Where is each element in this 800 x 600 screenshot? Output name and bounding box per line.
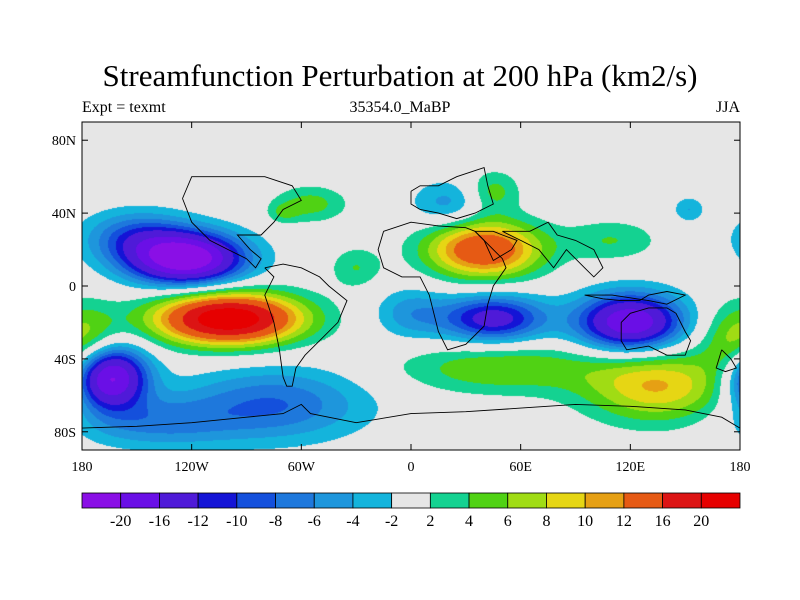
colorbar-box bbox=[584, 492, 625, 509]
x-tick-label: 60W bbox=[288, 460, 316, 475]
colorbar-box bbox=[236, 492, 276, 509]
colorbar-box bbox=[391, 492, 431, 509]
colorbar-box bbox=[81, 492, 122, 509]
coastline bbox=[377, 221, 507, 351]
y-tick-label: 40N bbox=[52, 207, 76, 222]
colorbar-box bbox=[662, 492, 702, 509]
colorbar-box bbox=[546, 492, 586, 509]
coastline bbox=[715, 349, 737, 373]
x-tick-label: 180 bbox=[730, 460, 751, 475]
colorbar-label: -20 bbox=[110, 513, 131, 530]
colorbar-box bbox=[159, 492, 199, 509]
x-tick-label: 0 bbox=[408, 460, 415, 475]
colorbar-label: 10 bbox=[577, 513, 593, 530]
x-tick-label: 120E bbox=[616, 460, 646, 475]
experiment-label: Expt = texmt bbox=[82, 99, 166, 116]
colorbar-box bbox=[429, 492, 470, 509]
colorbar-label: -12 bbox=[187, 513, 208, 530]
chart-title: Streamfunction Perturbation at 200 hPa (… bbox=[102, 58, 698, 93]
colorbar: -20 -16 -12 -10 -8 -6 -4 -2 2 4 6 8 10 12 16 20 bbox=[81, 492, 741, 530]
colorbar-box bbox=[507, 492, 547, 509]
colorbar-label: -8 bbox=[269, 513, 282, 530]
colorbar-label: 6 bbox=[504, 513, 512, 530]
colorbar-label: -6 bbox=[308, 513, 321, 530]
colorbar-box bbox=[623, 492, 663, 509]
y-tick-label: 40S bbox=[54, 353, 76, 368]
axis-layer: 180 120W 60W 0 60E 120E 180 80N 40N 0 40S 80S bbox=[52, 122, 751, 475]
colorbar-label: 12 bbox=[616, 513, 632, 530]
coastline bbox=[584, 291, 687, 305]
coastline-layer bbox=[82, 167, 740, 429]
y-tick-label: 80N bbox=[52, 134, 76, 149]
colorbar-box bbox=[313, 492, 354, 509]
colorbar-label: -4 bbox=[346, 513, 359, 530]
coastline bbox=[474, 230, 518, 262]
colorbar-box bbox=[275, 492, 315, 509]
colorbar-label: 2 bbox=[426, 513, 434, 530]
time-label: 35354.0_MaBP bbox=[349, 99, 451, 116]
colorbar-label: 8 bbox=[542, 513, 550, 530]
y-tick-label: 80S bbox=[54, 426, 76, 441]
coastline bbox=[410, 167, 494, 220]
x-tick-label: 120W bbox=[175, 460, 210, 475]
coastline bbox=[264, 263, 348, 387]
colorbar-label: 4 bbox=[465, 513, 473, 530]
x-tick-label: 60E bbox=[509, 460, 532, 475]
colorbar-box bbox=[468, 492, 509, 509]
coastline bbox=[82, 403, 740, 429]
colorbar-label: -16 bbox=[149, 513, 170, 530]
colorbar-box bbox=[197, 492, 238, 509]
colorbar-label: 20 bbox=[693, 513, 709, 530]
colorbar-box bbox=[700, 492, 741, 509]
colorbar-label: -10 bbox=[226, 513, 247, 530]
colorbar-box bbox=[120, 492, 160, 509]
y-tick-label: 0 bbox=[69, 280, 76, 295]
colorbar-box bbox=[352, 492, 393, 509]
x-tick-label: 180 bbox=[72, 460, 93, 475]
coastline bbox=[620, 307, 692, 356]
colorbar-label: 16 bbox=[655, 513, 671, 530]
coastline bbox=[502, 221, 604, 278]
coastline bbox=[182, 176, 302, 269]
contour-field bbox=[82, 122, 740, 450]
colorbar-label: -2 bbox=[385, 513, 398, 530]
season-label: JJA bbox=[715, 99, 740, 116]
